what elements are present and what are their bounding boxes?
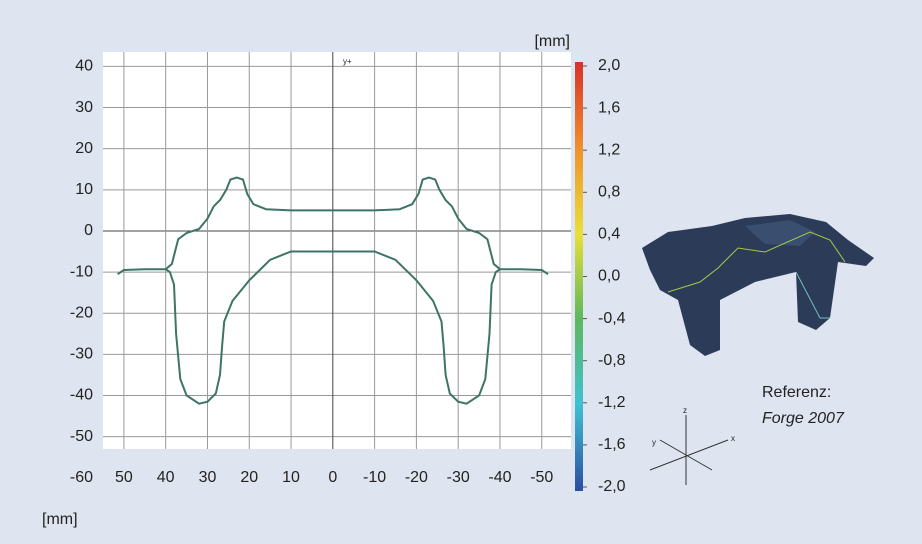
axis-marker: y+: [343, 57, 352, 66]
y-tick-label: -10: [70, 263, 93, 280]
x-tick-label: -40: [488, 469, 511, 486]
colorbar-tick-label: -2,0: [598, 478, 626, 495]
reference-label: Referenz:: [762, 384, 831, 401]
y-tick-label: 30: [75, 99, 93, 116]
x-tick-label: 50: [115, 469, 133, 486]
y-tick-label: 0: [84, 222, 93, 239]
x-tick-label: 30: [199, 469, 217, 486]
colorbar-tick-label: 2,0: [598, 57, 620, 74]
y-tick-label: -50: [70, 428, 93, 445]
colorbar-tick-label: 0,0: [598, 268, 620, 285]
colorbar-tick-label: 0,4: [598, 226, 620, 243]
y-tick-label: -30: [70, 346, 93, 363]
colorbar-unit: [mm]: [534, 33, 570, 50]
colorbar-tick-label: -1,2: [598, 394, 626, 411]
triad-y: y: [652, 438, 656, 447]
x-tick-label: 0: [328, 469, 337, 486]
y-tick-label: -20: [70, 304, 93, 321]
y-tick-label: 20: [75, 140, 93, 157]
x-tick-label: -50: [530, 469, 553, 486]
x-tick-label: -20: [405, 469, 428, 486]
colorbar-tick-label: 1,2: [598, 141, 620, 158]
y-tick-label: 40: [75, 58, 93, 75]
y-tick-label: 10: [75, 181, 93, 198]
colorbar-tick-label: 1,6: [598, 99, 620, 116]
colorbar-tick-label: -0,4: [598, 310, 626, 327]
x-tick-label: -10: [363, 469, 386, 486]
x-tick-label: 20: [240, 469, 258, 486]
x-tick-label: 40: [157, 469, 175, 486]
reference-name: Forge 2007: [762, 410, 845, 427]
x-tick-label: 10: [282, 469, 300, 486]
y-tick-label: -40: [70, 387, 93, 404]
colorbar-tick-label: -1,6: [598, 436, 626, 453]
y-tick-label: -60: [70, 469, 93, 486]
figure: [mm] [mm] y+ Referenz: Forge 2007 z x y …: [0, 0, 922, 544]
x-tick-label: -30: [447, 469, 470, 486]
x-axis-unit: [mm]: [42, 511, 78, 528]
colorbar-tick-label: -0,8: [598, 352, 626, 369]
triad-x: x: [731, 434, 735, 443]
colorbar: [575, 62, 583, 491]
triad-z: z: [683, 406, 687, 415]
colorbar-tick-label: 0,8: [598, 184, 620, 201]
